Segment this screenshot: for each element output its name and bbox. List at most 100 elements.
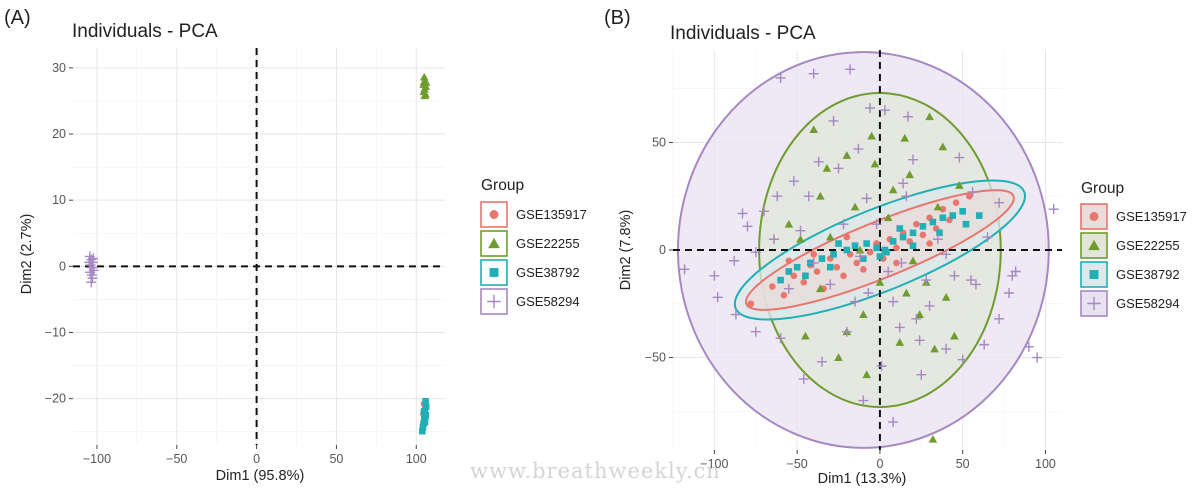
data-point: [919, 223, 927, 230]
data-point: [949, 270, 960, 281]
data-point: [924, 300, 935, 311]
data-point: [900, 133, 910, 142]
data-point: [841, 326, 852, 337]
data-point: [816, 191, 825, 200]
data-point: [861, 193, 872, 204]
data-point: [867, 131, 876, 140]
data-point: [1004, 288, 1015, 299]
panel-b-xlabel: Dim1 (13.3%): [818, 471, 907, 487]
data-point: [769, 283, 776, 290]
data-point: [994, 197, 1005, 208]
data-point: [925, 112, 934, 121]
data-point: [419, 427, 426, 435]
data-point: [1048, 204, 1059, 215]
data-point: [929, 218, 937, 226]
panel-b-ylabel: Dim2 (7.8%): [618, 210, 634, 291]
data-point: [979, 339, 990, 350]
data-point: [994, 313, 1005, 324]
data-point: [843, 246, 851, 254]
x-tick-label: 100: [1035, 457, 1056, 471]
data-point: [962, 220, 970, 228]
legend-item-gse38792: GSE38792: [1080, 261, 1180, 288]
data-point: [908, 256, 918, 265]
data-point: [750, 247, 761, 258]
data-point: [772, 191, 783, 202]
data-point: [768, 234, 779, 245]
data-point: [860, 266, 867, 273]
data-point: [775, 333, 786, 344]
legend-symbol: [1088, 239, 1100, 251]
y-tick-label: −10: [45, 326, 66, 340]
legend-symbol: [487, 294, 501, 309]
data-point: [954, 152, 965, 163]
series-gse58294: [84, 251, 99, 288]
data-point: [908, 154, 919, 165]
data-point: [86, 277, 97, 288]
data-point: [905, 170, 915, 179]
data-point: [730, 309, 741, 320]
data-point: [816, 284, 825, 293]
legend-symbol: [489, 268, 499, 277]
data-point: [888, 296, 899, 307]
y-tick-label: 0: [659, 243, 666, 257]
data-point: [915, 310, 924, 318]
data-point: [422, 411, 430, 419]
panel-a-legend-title: Group: [481, 177, 524, 194]
legend-symbol: [1089, 270, 1099, 279]
data-point: [850, 202, 860, 211]
data-point: [84, 257, 95, 268]
watermark: www.breathweekly.cn: [470, 459, 721, 483]
data-point: [742, 221, 753, 232]
data-point: [840, 272, 847, 280]
data-point: [866, 248, 874, 256]
data-point: [830, 251, 837, 258]
data-point: [422, 403, 430, 410]
data-point: [851, 242, 859, 249]
data-point: [909, 242, 917, 249]
data-point: [420, 91, 430, 100]
series-gse22255: [419, 72, 431, 100]
legend-key: [480, 259, 508, 286]
data-point: [909, 229, 917, 237]
data-point: [876, 361, 887, 372]
data-point: [914, 335, 925, 346]
panel-a-title: Individuals - PCA: [72, 21, 218, 42]
legend-item-gse135917: GSE135917: [480, 201, 587, 228]
data-point: [808, 68, 819, 79]
data-point: [955, 181, 964, 189]
data-point: [860, 255, 867, 262]
data-point: [875, 277, 885, 286]
data-point: [928, 434, 938, 443]
data-point: [795, 225, 806, 236]
data-point: [834, 353, 843, 361]
data-point: [879, 105, 890, 116]
data-point: [835, 240, 842, 247]
data-point: [816, 356, 827, 367]
panel-a-xlabel: Dim1 (95.8%): [216, 468, 305, 484]
panel-b-title: Individuals - PCA: [670, 23, 816, 44]
data-point: [898, 178, 909, 189]
data-point: [870, 159, 880, 168]
data-point: [894, 322, 905, 333]
data-point: [902, 288, 911, 297]
x-tick-label: 50: [956, 457, 970, 471]
data-point: [843, 233, 851, 241]
data-point: [845, 64, 856, 75]
panel-b-label: (B): [604, 7, 631, 29]
data-point: [790, 272, 798, 280]
data-point: [818, 255, 826, 262]
y-tick-label: −50: [645, 351, 666, 365]
data-point: [788, 176, 799, 187]
data-point: [803, 191, 814, 202]
data-point: [896, 257, 907, 268]
series-gse58294: [679, 64, 1059, 428]
data-point: [828, 115, 839, 126]
data-point: [813, 156, 824, 167]
data-point: [833, 263, 841, 271]
data-point: [853, 259, 861, 267]
data-point: [941, 249, 952, 260]
data-point: [808, 257, 819, 268]
data-point: [421, 418, 429, 426]
data-point: [863, 288, 874, 299]
